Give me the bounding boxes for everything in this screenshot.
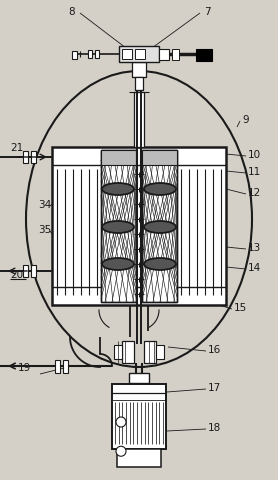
Text: 17: 17 <box>208 382 221 392</box>
Bar <box>129 373 149 383</box>
Text: 19: 19 <box>18 362 31 372</box>
Bar <box>142 151 177 302</box>
Bar <box>101 151 136 302</box>
Bar <box>122 341 134 363</box>
Bar <box>88 51 92 59</box>
Bar <box>135 50 145 60</box>
Bar <box>134 93 144 148</box>
Bar <box>31 152 36 164</box>
Bar <box>144 341 156 363</box>
Bar <box>95 51 99 59</box>
Bar <box>172 50 179 61</box>
Bar <box>156 345 164 359</box>
Text: 20: 20 <box>10 269 23 279</box>
Ellipse shape <box>102 184 134 195</box>
Bar <box>114 345 122 359</box>
Bar <box>142 151 177 166</box>
Bar <box>112 384 166 449</box>
Text: 16: 16 <box>208 344 221 354</box>
Bar <box>101 151 136 302</box>
Circle shape <box>116 446 126 456</box>
Text: 15: 15 <box>234 302 247 312</box>
Bar <box>52 148 226 305</box>
Bar <box>196 50 212 62</box>
Bar <box>135 78 143 91</box>
Text: 10: 10 <box>248 150 261 160</box>
Text: 34: 34 <box>38 200 51 210</box>
Bar <box>31 265 36 277</box>
Text: 18: 18 <box>208 422 221 432</box>
Bar <box>101 151 136 166</box>
Ellipse shape <box>102 222 134 233</box>
Text: 14: 14 <box>248 263 261 273</box>
Text: 13: 13 <box>248 242 261 252</box>
Text: 7: 7 <box>204 7 211 17</box>
Ellipse shape <box>26 72 252 367</box>
Bar <box>117 449 161 467</box>
Text: 12: 12 <box>248 188 261 198</box>
Text: 35: 35 <box>38 225 51 235</box>
Ellipse shape <box>144 258 176 270</box>
Bar <box>122 50 132 60</box>
Circle shape <box>116 417 126 427</box>
Bar <box>23 152 28 164</box>
Bar <box>72 52 77 60</box>
Ellipse shape <box>144 184 176 195</box>
Text: 11: 11 <box>248 167 261 177</box>
Text: 8: 8 <box>68 7 75 17</box>
Bar <box>159 50 169 61</box>
Bar <box>132 63 146 78</box>
Text: 9: 9 <box>242 115 249 125</box>
Text: 21: 21 <box>10 143 23 153</box>
Bar <box>119 47 159 63</box>
Bar <box>55 360 60 373</box>
Bar <box>63 360 68 373</box>
Ellipse shape <box>102 258 134 270</box>
Bar <box>142 151 177 302</box>
Bar <box>23 265 28 277</box>
Ellipse shape <box>144 222 176 233</box>
